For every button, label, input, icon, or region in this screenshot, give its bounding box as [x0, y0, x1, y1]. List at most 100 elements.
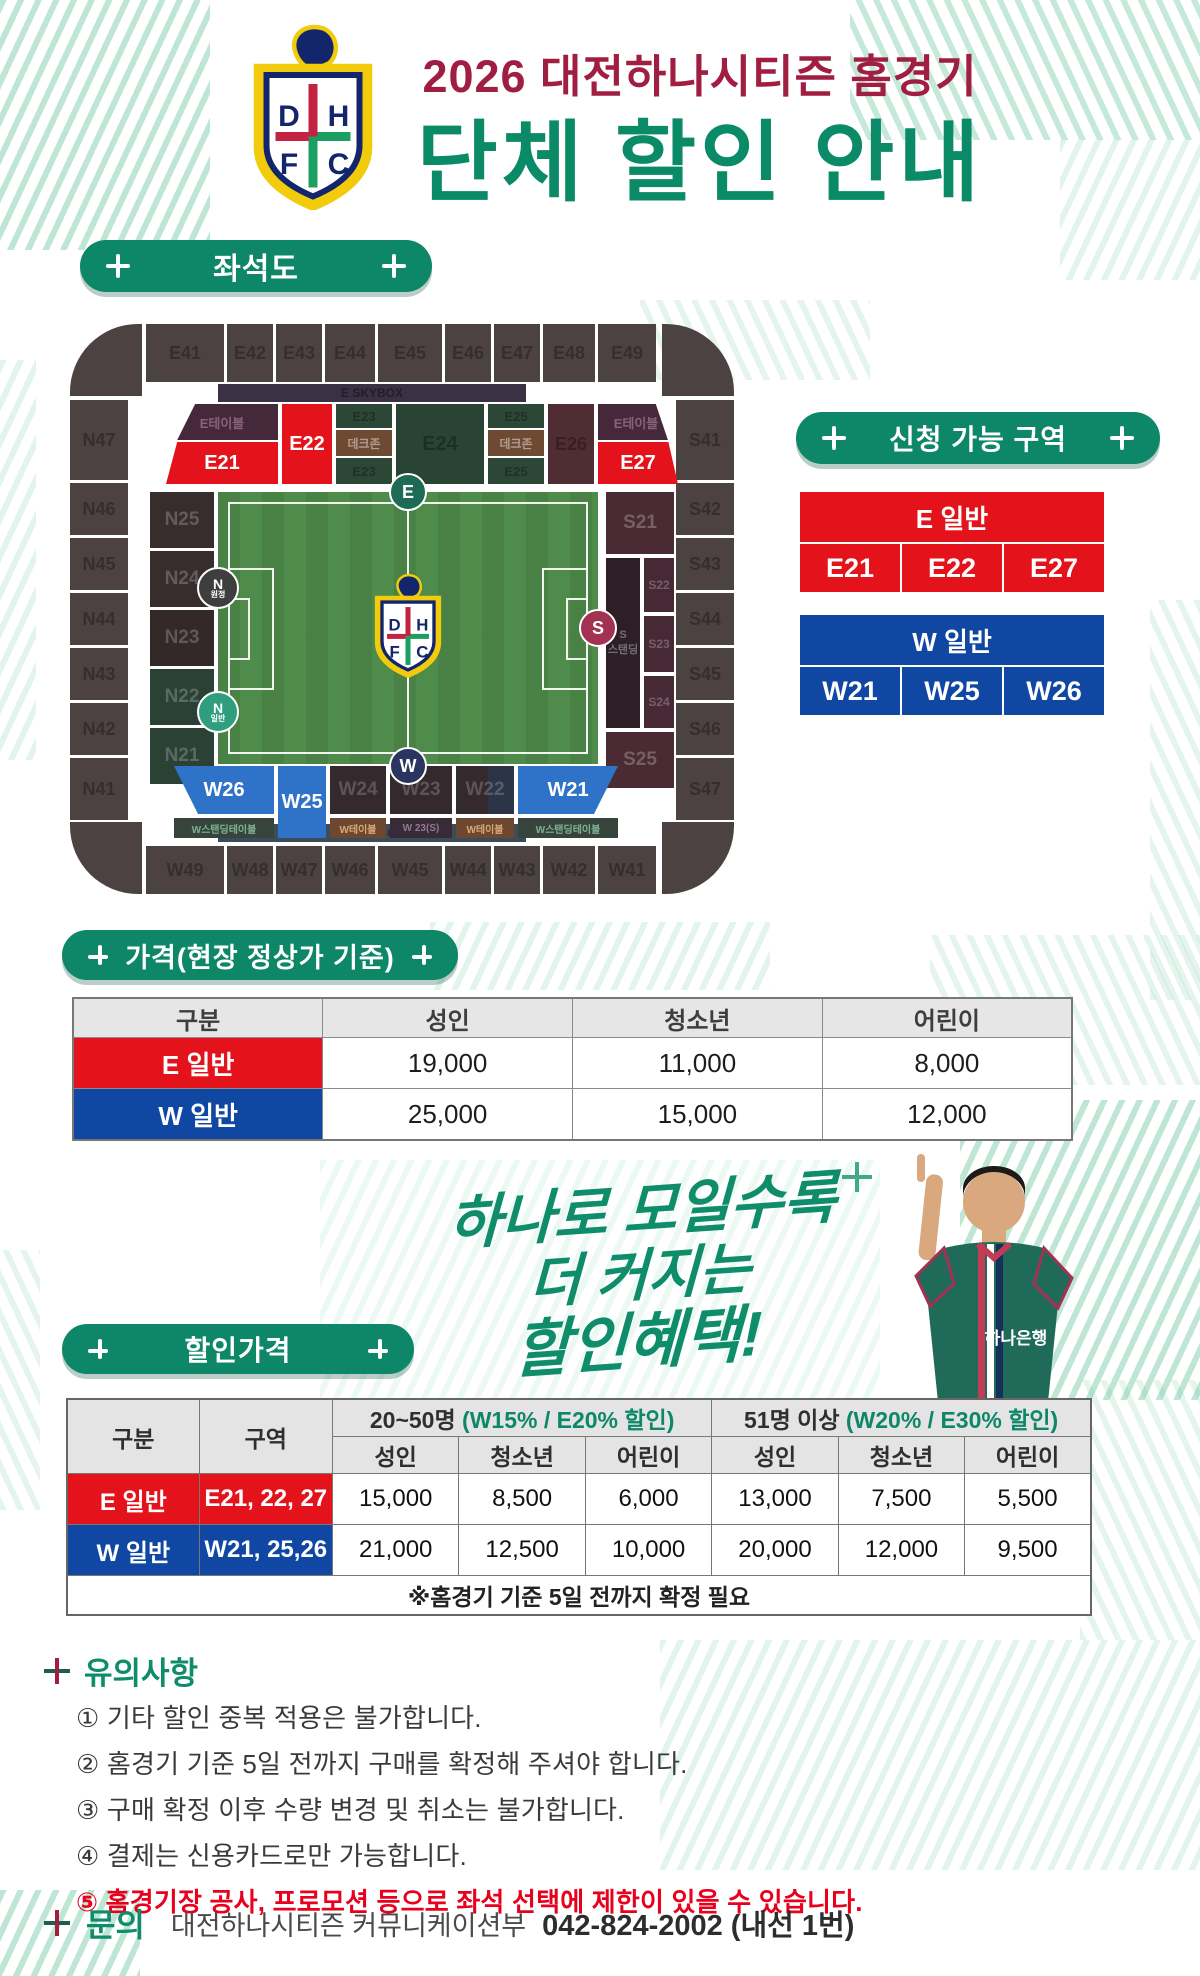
map-section-s44: S44	[676, 593, 734, 645]
jersey-sponsor-text: 하나은행	[985, 1329, 1048, 1348]
map-section-e43: E43	[276, 324, 322, 382]
map-section-s46: S46	[676, 703, 734, 755]
map-corner	[662, 822, 734, 894]
price-col-adult: 성인	[322, 997, 573, 1038]
discount-section-header: 할인가격	[62, 1324, 414, 1374]
crest-letter-c: C	[416, 642, 428, 661]
contact-org: 대전하나시티즌 커뮤니케이션부	[170, 1910, 527, 1941]
plus-icon	[88, 1339, 108, 1359]
map-section-n47: N47	[70, 400, 128, 480]
plus-icon	[1110, 426, 1134, 450]
discount-row-e-label: E 일반	[66, 1473, 200, 1525]
available-w-cell: W25	[902, 667, 1002, 715]
map-section-w49: W49	[146, 846, 224, 894]
badge-west: W	[389, 747, 427, 785]
map-section-e22: E22	[282, 404, 332, 484]
map-section-n23: N23	[150, 610, 214, 666]
hatch-pattern	[320, 1160, 880, 1400]
badge-north-away: N 원정	[197, 567, 239, 609]
stadium-seat-map: E41 E42 E43 E44 E45 E46 E47 E48 E49 E SK…	[66, 320, 738, 898]
discount-row-e-v1: 8,500	[458, 1473, 586, 1525]
crest-letter-d: D	[389, 616, 401, 635]
note-item-5: ⑤ 홈경기장 공사, 프로모션 등으로 좌석 선택에 제한이 있을 수 있습니다…	[76, 1887, 863, 1917]
seat-map-section-header: 좌석도	[80, 240, 432, 292]
discount-sub-youth1: 청소년	[458, 1436, 586, 1474]
discount-group1-header: 20~50명 (W15% / E20% 할인)	[331, 1398, 713, 1437]
map-section-e42: E42	[227, 324, 273, 382]
available-w-cell: W21	[800, 667, 900, 715]
hatch-pattern	[1060, 140, 1200, 280]
map-section-w25: W25	[278, 766, 326, 838]
discount-table: 구분 구역 20~50명 (W15% / E20% 할인) 51명 이상 (W2…	[66, 1398, 1092, 1616]
hatch-pattern	[660, 1640, 1200, 1870]
group1-prefix: 20~50명	[369, 1407, 463, 1433]
map-section-s43: S43	[676, 538, 734, 590]
map-section-n25: N25	[150, 492, 214, 548]
map-section-w48: W48	[227, 846, 273, 894]
map-section-n41: N41	[70, 758, 128, 820]
discount-row-w-v2: 10,000	[584, 1524, 713, 1576]
map-outer-top-row: E41 E42 E43 E44 E45 E46 E47 E48 E49	[146, 324, 656, 382]
price-col-child: 어린이	[821, 997, 1073, 1038]
plus-marker-icon	[842, 1162, 872, 1192]
pitch-penalty-box-right	[542, 568, 588, 690]
available-e-title: E 일반	[800, 492, 1104, 542]
map-section-s47: S47	[676, 758, 734, 820]
map-section-s45: S45	[676, 648, 734, 700]
discount-row-e: E 일반 E21, 22, 27 15,000 8,500 6,000 13,0…	[66, 1473, 1092, 1525]
notes-section-header: 유의사항	[44, 1648, 198, 1693]
discount-row-w-label: W 일반	[66, 1524, 200, 1576]
map-section-w43: W43	[494, 846, 540, 894]
available-e-cell: E21	[800, 544, 900, 592]
map-section-n46: N46	[70, 483, 128, 535]
price-table: 구분 성인 청소년 어린이 E 일반 19,000 11,000 8,000 W…	[72, 997, 1073, 1141]
hatch-pattern	[0, 1890, 140, 1976]
map-section-e25-upper: E25	[488, 404, 544, 428]
price-row-w: W 일반 25,000 15,000 12,000	[72, 1088, 1073, 1141]
crest-letter-h: H	[328, 100, 350, 133]
price-row-w-label: W 일반	[72, 1088, 324, 1141]
map-e-table-right: E테이블	[598, 404, 668, 440]
available-w-cell: W26	[1004, 667, 1104, 715]
map-corner	[70, 324, 142, 396]
map-deck-zone-right: 데크존	[488, 430, 544, 456]
map-section-s22: S22	[644, 558, 674, 612]
map-e-table-left: E테이블	[177, 404, 278, 440]
group2-prefix: 51명 이상	[744, 1407, 846, 1433]
map-section-w42: W42	[543, 846, 595, 894]
plus-icon	[367, 1339, 388, 1359]
price-row-w-youth: 15,000	[572, 1088, 823, 1141]
map-section-e23-lower: E23	[336, 458, 392, 484]
price-col-youth: 청소년	[572, 997, 823, 1038]
badge-north-away-letter: N	[212, 576, 224, 592]
discount-col-zone: 구역	[198, 1398, 333, 1474]
discount-row-w-v5: 9,500	[964, 1524, 1092, 1576]
badge-north-general-letter: N	[212, 700, 224, 716]
map-section-w24: W24	[330, 766, 386, 814]
available-w-group: W 일반 W21 W25 W26	[800, 615, 1104, 715]
hatch-pattern	[1080, 1380, 1200, 1640]
price-table-header-row: 구분 성인 청소년 어린이	[72, 997, 1073, 1038]
discount-row-w-zone: W21, 25,26	[198, 1524, 333, 1576]
map-section-e21: E21	[166, 442, 278, 484]
map-outer-bottom-row: W49 W48 W47 W46 W45 W44 W43 W42 W41	[146, 846, 656, 894]
notes-list: ① 기타 할인 중복 적용은 불가합니다. ② 홈경기 기준 5일 전까지 구매…	[76, 1698, 1126, 1928]
map-section-w21: W21	[518, 766, 618, 814]
discount-sub-child1: 어린이	[584, 1436, 713, 1474]
badge-east-letter: E	[401, 482, 414, 502]
available-e-cell: E22	[902, 544, 1002, 592]
hatch-pattern	[0, 1250, 40, 1510]
discount-sub-child2: 어린이	[964, 1436, 1092, 1474]
s-standing-line1: S	[619, 629, 627, 641]
map-w-standing-table-right: W스탠딩테이블	[518, 818, 618, 838]
discount-row-w-v0: 21,000	[331, 1524, 460, 1576]
crest-letter-f: F	[389, 642, 399, 661]
plus-icon	[411, 945, 432, 965]
map-corner	[662, 324, 734, 396]
map-deck-zone-left: 데크존	[336, 430, 392, 456]
promo-slogan: 하나로 모일수록 더 커지는 할인혜택!	[387, 1162, 893, 1395]
pitch-penalty-box-left	[228, 568, 274, 690]
map-section-w47: W47	[276, 846, 322, 894]
discount-row-w-v3: 20,000	[711, 1524, 839, 1576]
available-zones-header: 신청 가능 구역	[796, 412, 1160, 464]
